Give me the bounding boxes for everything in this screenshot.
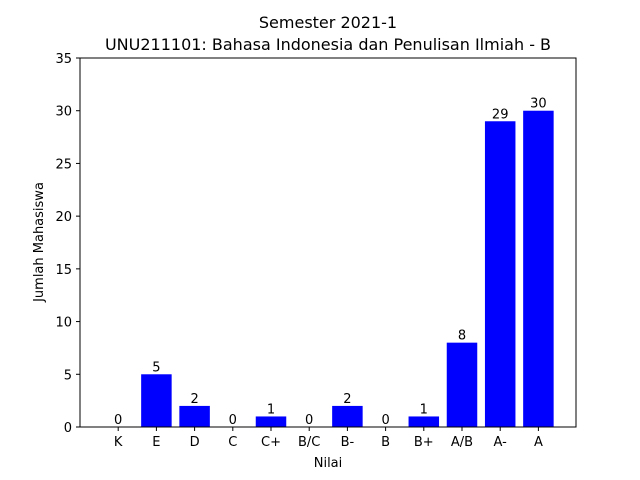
- bar-A: [523, 110, 554, 427]
- y-tick-label: 15: [55, 263, 72, 278]
- chart-subtitle: UNU211101: Bahasa Indonesia dan Penulisa…: [105, 35, 551, 54]
- x-tick-label: C: [228, 435, 237, 450]
- data-labels-group: 0 5 2 0 1 0 2 0 1 8 29 30: [114, 97, 547, 428]
- y-axis-label: Jumlah Mahasiswa: [32, 182, 47, 303]
- data-label: 2: [190, 392, 198, 407]
- data-label: 0: [381, 413, 389, 428]
- x-tick-label: B+: [414, 435, 434, 450]
- data-label: 29: [492, 107, 509, 122]
- x-tick-label: A/B: [451, 435, 473, 450]
- bar-C+: [255, 416, 287, 427]
- x-tick-label: B/C: [298, 435, 320, 450]
- x-axis-ticks: K E D C C+ B/C B- B B+ A/B A- A: [114, 427, 543, 450]
- x-tick-label: B: [381, 435, 390, 450]
- data-label: 8: [458, 329, 466, 344]
- y-tick-label: 10: [55, 316, 72, 331]
- y-tick-label: 20: [55, 210, 72, 225]
- data-label: 5: [152, 360, 160, 375]
- chart-title: Semester 2021-1: [259, 13, 397, 32]
- bar-A-: [484, 121, 516, 427]
- x-tick-label: C+: [261, 435, 281, 450]
- bar-B+: [408, 416, 440, 427]
- data-label: 1: [420, 402, 428, 417]
- x-tick-label: A-: [494, 435, 508, 450]
- y-tick-label: 30: [55, 105, 72, 120]
- x-tick-label: A: [534, 435, 543, 450]
- data-label: 0: [305, 413, 313, 428]
- x-axis-label: Nilai: [314, 456, 343, 471]
- bar-B-: [332, 405, 363, 427]
- bar-A/B: [446, 342, 478, 427]
- y-axis-ticks: 0 5 10 15 20 25 30 35: [55, 52, 80, 436]
- data-label: 0: [229, 413, 237, 428]
- y-tick-label: 0: [64, 421, 72, 436]
- data-label: 2: [343, 392, 351, 407]
- y-tick-label: 5: [64, 368, 72, 383]
- x-tick-label: E: [152, 435, 160, 450]
- x-tick-label: K: [114, 435, 123, 450]
- x-tick-label: B-: [341, 435, 355, 450]
- data-label: 0: [114, 413, 122, 428]
- data-label: 1: [267, 402, 275, 417]
- y-tick-label: 25: [55, 157, 72, 172]
- data-label: 30: [530, 97, 547, 112]
- y-tick-label: 35: [55, 52, 72, 67]
- bars-group: [141, 110, 554, 427]
- bar-D: [179, 405, 210, 427]
- plot-frame: [79, 57, 577, 428]
- x-tick-label: D: [190, 435, 200, 450]
- bar-E: [141, 374, 172, 427]
